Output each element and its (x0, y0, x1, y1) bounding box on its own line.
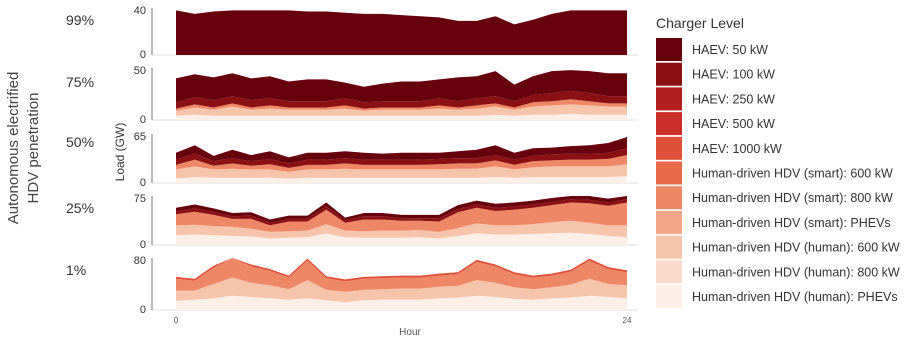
legend: Charger Level HAEV: 50 kW HAEV: 100 kW HAE… (656, 15, 900, 308)
legend-label: Human-driven HDV (human): PHEVs (692, 290, 898, 304)
area-series-3 (176, 148, 627, 168)
panel-2: 50% 65 0 (66, 131, 638, 189)
legend-label: HAEV: 50 kW (692, 43, 768, 57)
y-tick-zero: 0 (140, 177, 146, 189)
area-series-4 (176, 137, 627, 164)
area-series-2 (176, 202, 627, 232)
legend-item: HAEV: 1000 kW (656, 136, 782, 160)
legend-label: Human-driven HDV (smart): 800 kW (692, 191, 893, 205)
y-tick-max: 75 (134, 193, 146, 205)
y-tick-zero: 0 (140, 49, 146, 61)
area-series-0 (176, 10, 627, 55)
legend-item: Human-driven HDV (human): 600 kW (656, 235, 900, 259)
panel-label: 25% (66, 200, 94, 216)
panels: 99% 40 0 75% 50 0 50% 65 0 25% 75 0 1% 80 0 (66, 5, 638, 316)
legend-item: HAEV: 100 kW (656, 62, 775, 86)
y-tick-max: 40 (134, 5, 146, 17)
legend-label: HAEV: 500 kW (692, 117, 775, 131)
area-series-4 (176, 196, 627, 223)
y-tick-max: 50 (134, 65, 146, 77)
area-series-2 (176, 155, 627, 172)
legend-swatch (656, 161, 682, 185)
legend-swatch (656, 235, 682, 259)
legend-label: HAEV: 100 kW (692, 68, 775, 82)
legend-label: Human-driven HDV (smart): 600 kW (692, 167, 893, 181)
panel-3: 25% 75 0 (66, 193, 638, 251)
y-axis-label: Load (GW) (113, 123, 127, 182)
area-series-2 (176, 258, 627, 292)
legend-item: Human-driven HDV (smart): 600 kW (656, 161, 893, 185)
legend-label: HAEV: 1000 kW (692, 142, 782, 156)
legend-label: HAEV: 250 kW (692, 92, 775, 106)
area-series-0 (176, 176, 627, 183)
y-tick-max: 80 (134, 255, 146, 267)
x-axis-label: Hour (399, 327, 421, 338)
row-title-line-1: Autonomous electrified (5, 72, 22, 225)
y-tick-zero: 0 (140, 239, 146, 251)
legend-item: HAEV: 50 kW (656, 38, 768, 61)
y-tick-zero: 0 (140, 114, 146, 126)
panel-label: 99% (66, 12, 94, 28)
legend-swatch (656, 186, 682, 210)
legend-swatch (656, 210, 682, 234)
panel-4: 1% 80 0 (66, 255, 638, 316)
legend-label: Human-driven HDV (human): 600 kW (692, 241, 900, 255)
x-tick-end: 24 (623, 316, 632, 325)
legend-swatch (656, 62, 682, 86)
legend-title: Charger Level (656, 15, 744, 31)
legend-swatch (656, 87, 682, 111)
area-series-0 (176, 295, 627, 310)
area-series-3 (176, 258, 627, 282)
panel-label: 75% (66, 74, 94, 90)
area-series-1 (176, 164, 627, 179)
row-title-line-2: HDV penetration (25, 93, 42, 204)
y-tick-zero: 0 (140, 304, 146, 316)
area-series-1 (176, 104, 627, 116)
area-series-3 (176, 199, 627, 226)
panel-label: 1% (66, 262, 86, 278)
x-tick-start: 0 (174, 316, 179, 325)
y-tick-max: 65 (134, 131, 146, 143)
panel-label: 50% (66, 134, 94, 150)
legend-item: Human-driven HDV (smart): 800 kW (656, 186, 893, 210)
legend-swatch (656, 112, 682, 136)
legend-swatch (656, 38, 682, 61)
legend-item: Human-driven HDV (smart): PHEVs (656, 210, 891, 234)
legend-label: Human-driven HDV (smart): PHEVs (692, 216, 891, 230)
area-series-2 (176, 99, 627, 111)
legend-item: HAEV: 250 kW (656, 87, 775, 111)
legend-swatch (656, 136, 682, 160)
area-series-0 (176, 113, 627, 120)
panel-0: 99% 40 0 (66, 5, 638, 61)
legend-swatch (656, 260, 682, 284)
legend-item: Human-driven HDV (human): PHEVs (656, 285, 898, 308)
area-series-1 (176, 220, 627, 239)
legend-label: Human-driven HDV (human): 800 kW (692, 265, 900, 279)
legend-item: HAEV: 500 kW (656, 112, 775, 136)
area-series-1 (176, 277, 627, 303)
area-series-0 (176, 232, 627, 245)
panel-1: 75% 50 0 (66, 65, 638, 126)
area-series-3 (176, 90, 627, 109)
legend-swatch (656, 285, 682, 308)
legend-item: Human-driven HDV (human): 800 kW (656, 260, 900, 284)
area-series-4 (176, 70, 627, 103)
